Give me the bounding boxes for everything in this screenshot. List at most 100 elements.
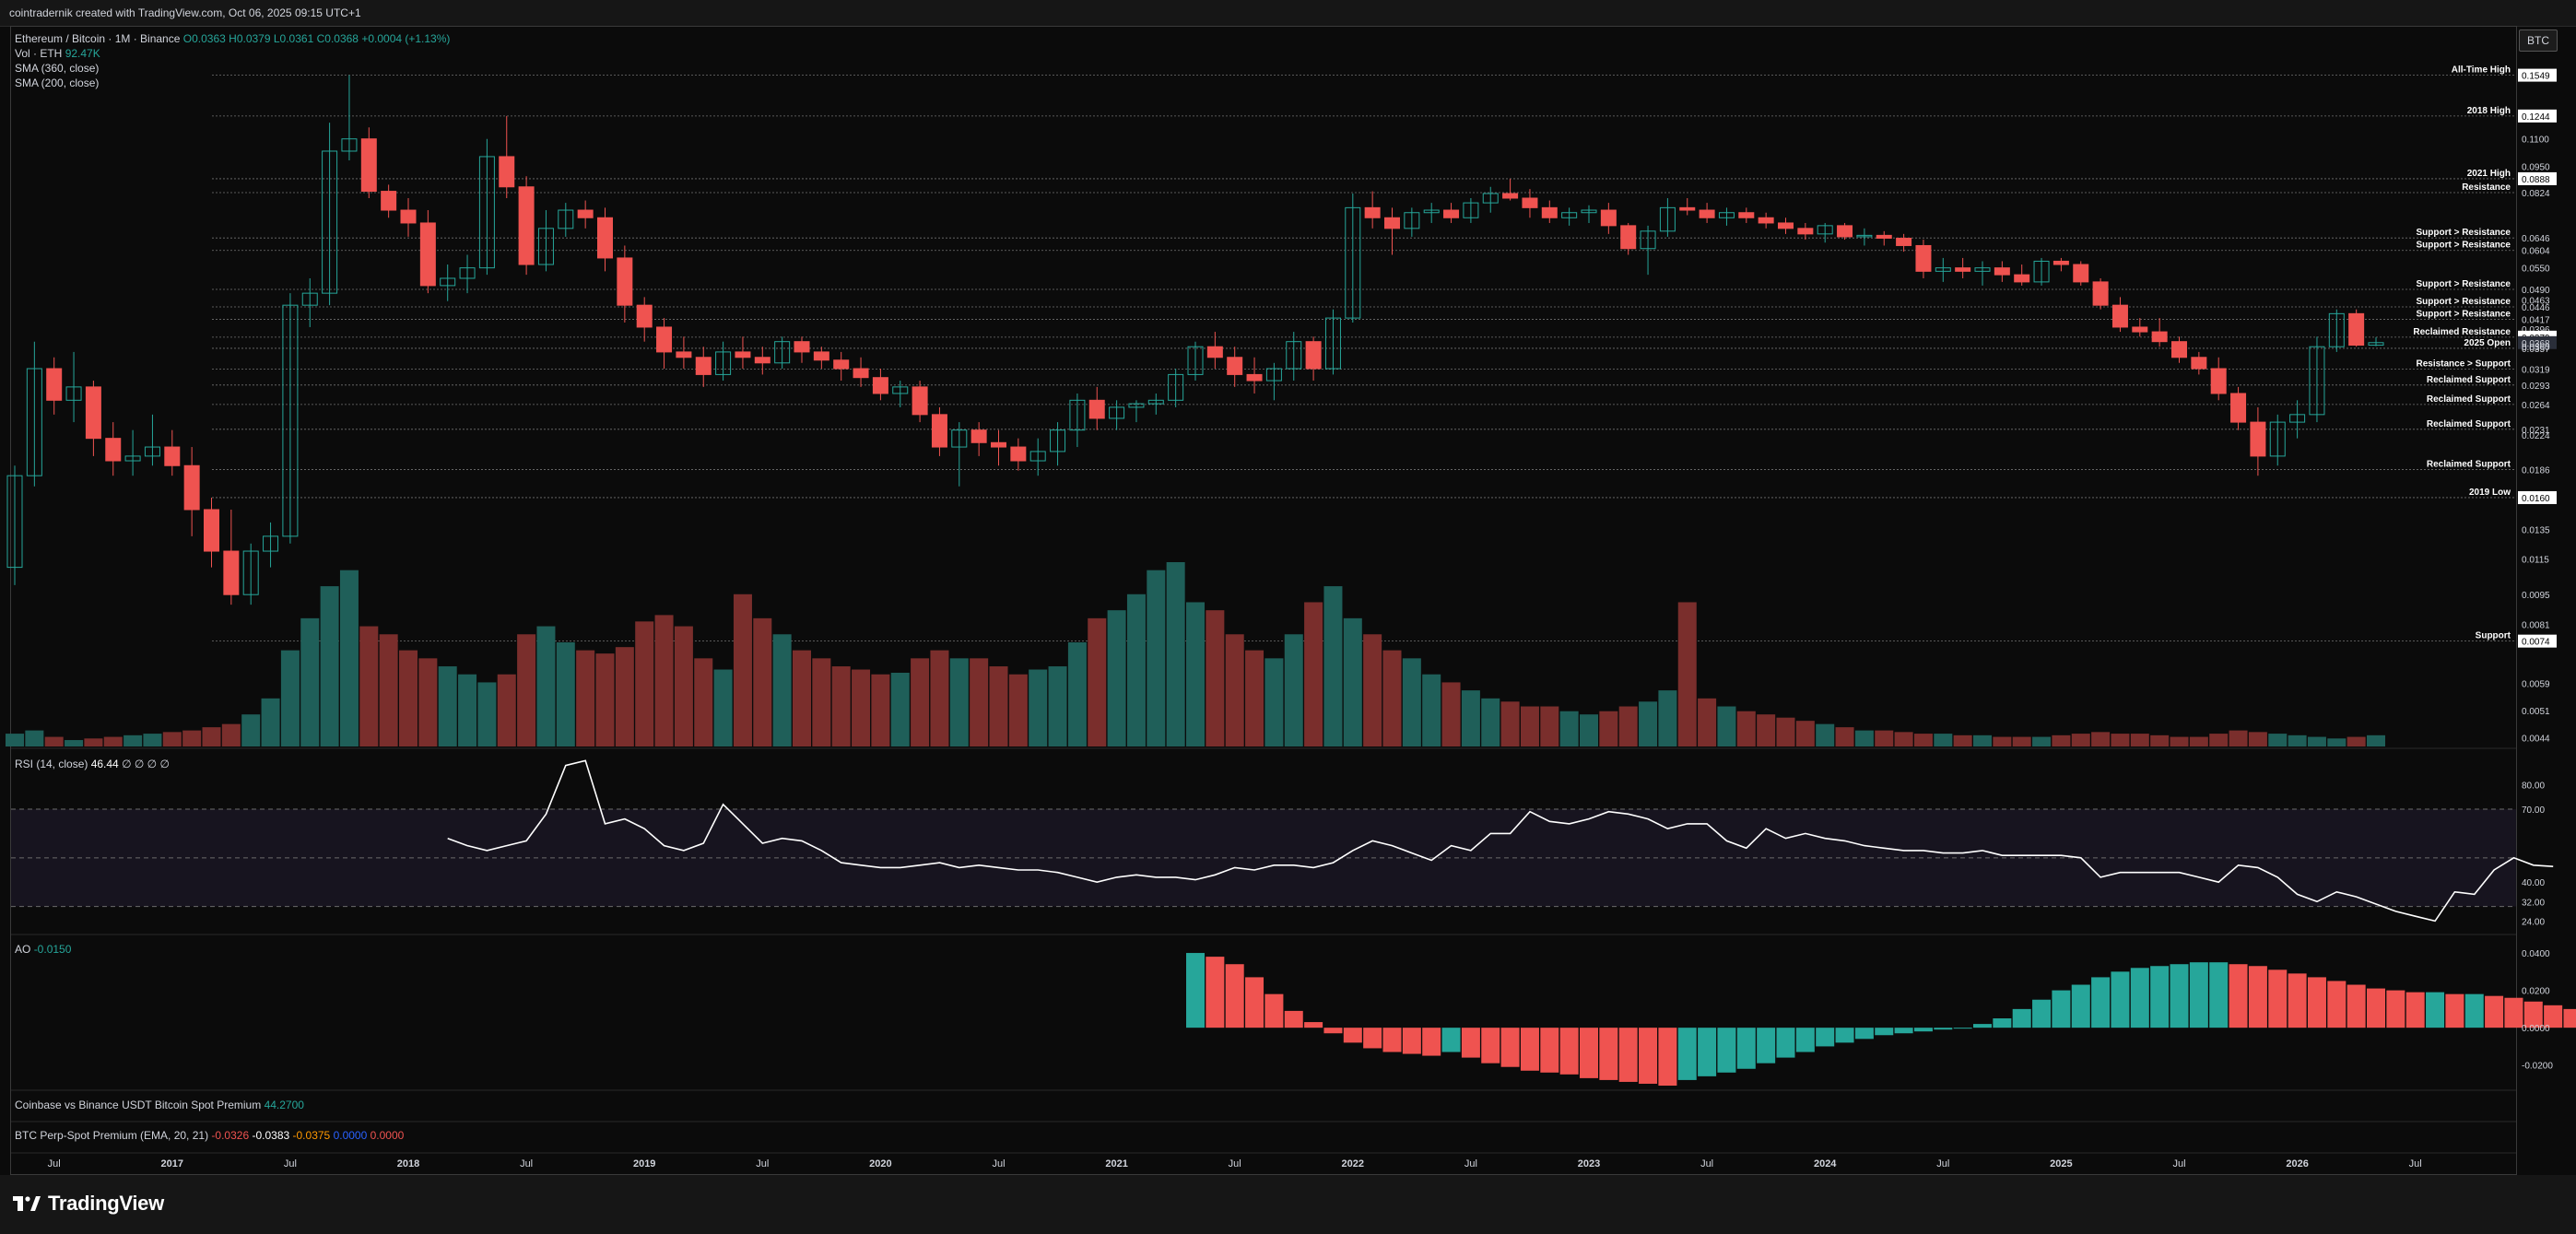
premium-legend-value: 44.2700: [264, 1099, 304, 1111]
volume-bar: [1993, 736, 2012, 746]
price-axis-label: 0.1244: [2522, 112, 2550, 123]
candle-body: [1640, 230, 1656, 250]
ao-bar: [1776, 1028, 1795, 1058]
volume-bar: [713, 669, 733, 746]
volume-bar: [1186, 602, 1205, 746]
level-label: Reclaimed Resistance: [2413, 327, 2511, 337]
volume-bar: [536, 626, 556, 746]
ao-bar: [1913, 1028, 1933, 1032]
volume-bar: [6, 734, 24, 746]
candle-body: [1069, 399, 1086, 431]
candle-body: [558, 209, 574, 229]
volume-bar: [2347, 736, 2366, 746]
price-axis-label: 0.0417: [2522, 316, 2550, 326]
chart-frame: [10, 26, 2517, 1175]
candle-body: [1265, 368, 1282, 382]
volume-bar: [1126, 593, 1146, 746]
premium-legend-label: Coinbase vs Binance USDT Bitcoin Spot Pr…: [15, 1099, 262, 1111]
volume-bar: [1599, 711, 1618, 746]
volume-bar: [438, 666, 457, 746]
ao-legend-value: -0.0150: [33, 943, 72, 956]
volume-bar: [694, 658, 713, 746]
rsi-legend-label: RSI (14, close): [15, 758, 88, 770]
ao-axis-label: 0.0000: [2522, 1024, 2550, 1034]
ao-bar: [2464, 993, 2484, 1028]
volume-bar: [831, 666, 851, 746]
price-axis-label: 0.0081: [2522, 620, 2550, 630]
time-axis-label: Jul: [1464, 1158, 1477, 1169]
candle-body: [2230, 393, 2247, 423]
candle-body: [1738, 212, 1755, 218]
volume-bar: [970, 658, 989, 746]
candle-body: [204, 509, 219, 552]
time-axis-label: Jul: [2172, 1158, 2185, 1169]
candle-body: [774, 341, 791, 364]
candle-body: [1206, 346, 1223, 358]
candle-body: [1227, 357, 1243, 375]
volume-bar: [143, 734, 162, 746]
volume-bar: [949, 658, 969, 746]
candle-body: [970, 429, 987, 443]
candle-body: [242, 550, 259, 595]
price-axis-label: 0.0824: [2522, 189, 2550, 199]
price-axis-label: 0.0604: [2522, 247, 2550, 257]
candle-body: [1600, 209, 1617, 227]
candle-body: [537, 228, 554, 265]
ao-bar: [2012, 1008, 2031, 1028]
candle-body: [1423, 209, 1440, 214]
ao-bar: [1658, 1028, 1677, 1086]
volume-bar: [261, 698, 280, 746]
volume-bar: [2032, 736, 2052, 746]
price-axis-label: 0.0115: [2522, 556, 2549, 566]
price-tag: [2518, 634, 2557, 648]
volume-bar: [1284, 634, 1303, 746]
volume-bar: [241, 714, 261, 746]
tradingview-logo-icon: [13, 1196, 41, 1211]
candle-body: [1364, 206, 1381, 218]
candle-body: [2269, 421, 2286, 457]
candle-body: [794, 341, 810, 353]
ao-bar: [2367, 988, 2385, 1028]
volume-bar: [2071, 734, 2090, 746]
candle-body: [518, 186, 535, 265]
candle-body: [124, 455, 141, 462]
candle-body: [1896, 237, 1912, 246]
volume-bar: [2209, 734, 2229, 746]
level-label: Reclaimed Support: [2427, 394, 2511, 405]
volume-bar: [2189, 736, 2208, 746]
symbol-button[interactable]: BTC: [2519, 29, 2558, 52]
time-axis-label: Jul: [1700, 1158, 1713, 1169]
ao-bar: [2386, 990, 2405, 1028]
candle-body: [2328, 312, 2345, 347]
ao-bar: [2347, 984, 2366, 1028]
candle-body: [1817, 225, 1833, 235]
volume-bar: [1343, 617, 1362, 746]
volume-bar: [202, 727, 221, 746]
volume-bar: [1382, 650, 1402, 746]
ao-bar: [1698, 1028, 1717, 1076]
candle-body: [1482, 193, 1499, 204]
tradingview-logo[interactable]: TradingView: [13, 1192, 164, 1216]
ao-axis-label: 0.0200: [2522, 987, 2550, 997]
volume-bar: [615, 647, 634, 746]
volume-bar: [1795, 721, 1815, 746]
candle-body: [1522, 197, 1538, 208]
candle-body: [2073, 264, 2089, 283]
time-axis-label: Jul: [1229, 1158, 1241, 1169]
time-axis-label: 2021: [1105, 1158, 1127, 1169]
candle-body: [1758, 217, 1774, 224]
ao-legend-label: AO: [15, 943, 31, 956]
candle-body: [301, 292, 318, 306]
volume-bar: [162, 732, 182, 746]
candle-body: [833, 359, 850, 370]
price-axis-label: 0.0888: [2522, 175, 2550, 185]
candle-body: [2210, 368, 2227, 394]
candle-body: [853, 368, 869, 379]
volume-bar: [2111, 734, 2130, 746]
volume-bar: [595, 653, 615, 746]
volume-bar: [517, 634, 536, 746]
ao-bar: [2288, 973, 2307, 1028]
time-axis-label: Jul: [756, 1158, 769, 1169]
legend-open: O0.0363: [182, 32, 226, 45]
